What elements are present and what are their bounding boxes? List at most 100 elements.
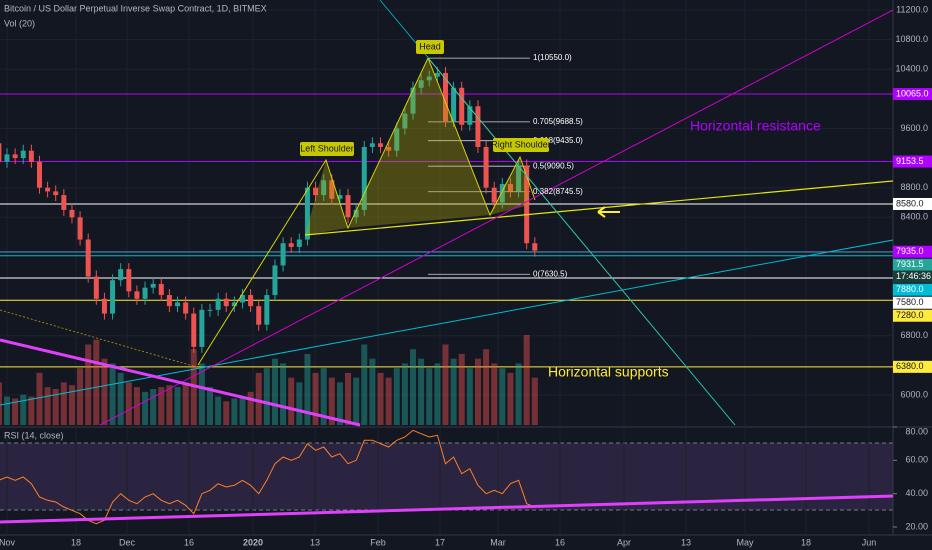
- x-tick-label: 17: [435, 537, 445, 547]
- candle: [199, 309, 205, 347]
- volume-bar: [158, 387, 165, 425]
- x-tick-label: 16: [184, 537, 194, 547]
- volume-label: Vol (20): [4, 18, 35, 28]
- trend-line: [99, 9, 894, 426]
- candle: [483, 146, 489, 188]
- candle: [386, 146, 392, 151]
- x-tick-label: 13: [681, 537, 691, 547]
- countdown: 17:46:36: [896, 271, 931, 281]
- volume-bar: [142, 391, 149, 425]
- volume-bar: [377, 372, 384, 425]
- volume-bar: [296, 382, 303, 425]
- volume-bar: [491, 363, 498, 425]
- candle: [20, 150, 26, 159]
- volume-bar: [418, 358, 425, 425]
- price-tag: [893, 360, 932, 373]
- volume-bar: [304, 353, 311, 425]
- candle: [134, 291, 140, 299]
- volume-bar: [401, 363, 408, 425]
- fib-label: 0.5(9090.5): [533, 161, 574, 170]
- volume-bar: [20, 394, 27, 425]
- candle: [85, 239, 91, 277]
- annotation: Horizontal resistance: [690, 118, 821, 134]
- price-tag-label: 7931.5: [896, 259, 924, 269]
- candle: [321, 180, 327, 196]
- rsi-line: [0, 429, 535, 525]
- volume-bar: [36, 372, 43, 425]
- trend-line: [0, 338, 361, 427]
- y-tick-label: 8800.0: [900, 182, 928, 192]
- candle: [4, 154, 10, 162]
- volume-bar: [345, 372, 352, 425]
- y-tick-label: 6000.0: [900, 389, 928, 399]
- trend-line: [0, 309, 201, 369]
- candle: [353, 209, 359, 218]
- candle: [53, 191, 59, 196]
- neckline: [304, 180, 894, 236]
- price-tag: [893, 88, 932, 101]
- volume-bar: [125, 382, 132, 425]
- volume-bar: [150, 389, 157, 425]
- volume-bar: [101, 358, 108, 425]
- price-tag-label: 7280.0: [896, 310, 924, 320]
- volume-bar: [182, 382, 189, 425]
- candle: [304, 187, 310, 240]
- candle: [215, 298, 221, 310]
- candle: [207, 309, 213, 311]
- price-tag: [893, 258, 932, 271]
- volume-bar: [312, 372, 319, 425]
- candle: [93, 276, 99, 299]
- volume-bar: [434, 363, 441, 425]
- candle: [459, 87, 465, 125]
- price-tag: [893, 245, 932, 258]
- head-fill: [348, 58, 490, 228]
- fib-label: 0(7630.5): [533, 269, 568, 278]
- candle: [507, 183, 513, 192]
- candle: [394, 128, 400, 151]
- label-box: [416, 40, 444, 54]
- volume-bar: [28, 396, 35, 425]
- y-tick-label: 10800.0: [895, 34, 928, 44]
- trend-line: [379, 0, 736, 426]
- y-tick-label: 11200.0: [896, 4, 928, 14]
- volume-bar: [207, 387, 213, 425]
- volume-bar: [44, 387, 51, 425]
- price-tag-label: 7880.0: [896, 284, 924, 294]
- volume-bar: [442, 344, 449, 425]
- volume-bar: [231, 398, 238, 425]
- volume-bar: [109, 363, 116, 425]
- volume-bar: [247, 391, 254, 425]
- candle: [158, 283, 164, 296]
- volume-bar: [499, 368, 506, 425]
- volume-bar: [369, 358, 376, 425]
- candle: [45, 187, 51, 192]
- volume-bar: [223, 401, 230, 425]
- volume-bar: [288, 377, 295, 425]
- price-tag: [893, 296, 932, 309]
- x-tick-label: 13: [310, 537, 320, 547]
- y-tick-label: 6800.0: [900, 330, 928, 340]
- candle: [418, 80, 424, 88]
- candle: [442, 72, 448, 122]
- candle: [280, 243, 286, 266]
- fib-label: 0.618(9435.0): [533, 136, 583, 145]
- candle: [142, 287, 148, 299]
- rsi-label: RSI (14, close): [4, 430, 64, 440]
- countdown-tag: [893, 270, 932, 283]
- volume-bar: [68, 385, 75, 425]
- price-tag-label: 6380.0: [896, 361, 924, 371]
- volume-bar: [507, 372, 514, 425]
- volume-bar: [117, 372, 124, 425]
- volume-bar: [353, 377, 360, 425]
- volume-bar: [166, 385, 173, 425]
- y-tick-label: 9600.0: [900, 123, 928, 133]
- x-tick-label: Mar: [490, 537, 506, 547]
- candle: [329, 180, 335, 199]
- candle: [69, 209, 75, 218]
- x-tick-label: Feb: [370, 537, 386, 547]
- candle: [451, 87, 457, 122]
- volume-bar: [361, 344, 368, 425]
- candle: [272, 265, 278, 296]
- label-box: [300, 142, 354, 156]
- volume-bar: [239, 396, 246, 425]
